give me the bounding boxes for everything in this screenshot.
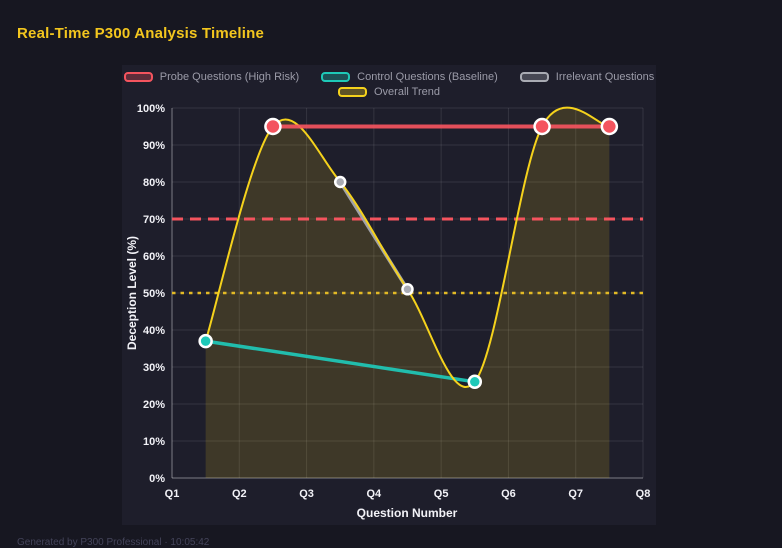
data-point-control-questions-baseline[interactable] bbox=[198, 333, 213, 349]
y-tick-label: 100% bbox=[137, 103, 165, 115]
legend-item-irrelevant-questions[interactable]: Irrelevant Questions bbox=[519, 71, 655, 83]
legend-label: Control Questions (Baseline) bbox=[357, 71, 498, 83]
x-tick-label: Q7 bbox=[568, 488, 583, 500]
x-tick-label: Q5 bbox=[434, 488, 449, 500]
y-tick-label: 10% bbox=[143, 436, 165, 448]
footer-note: Generated by P300 Professional · 10:05:4… bbox=[17, 537, 210, 548]
data-point-probe-questions-high-risk[interactable] bbox=[600, 117, 619, 136]
legend-swatch-icon bbox=[519, 72, 549, 82]
y-tick-label: 60% bbox=[143, 251, 165, 263]
chart-panel: Probe Questions (High Risk) Control Quest… bbox=[122, 65, 656, 525]
legend-swatch-icon bbox=[321, 72, 351, 82]
legend-item-probe-questions-high-risk[interactable]: Probe Questions (High Risk) bbox=[123, 71, 300, 83]
legend-label: Irrelevant Questions bbox=[555, 71, 655, 83]
data-point-irrelevant-questions[interactable] bbox=[333, 175, 347, 189]
x-tick-label: Q3 bbox=[299, 488, 314, 500]
timeline-chart: 0% 10% 20% 30% 40% 50% 60% 70% 80% 90% 100% Q1 Q2 Q3 Q… bbox=[125, 103, 651, 520]
x-tick-label: Q2 bbox=[232, 488, 247, 500]
series-line-control-questions-baseline bbox=[203, 339, 477, 384]
legend-label: Overall Trend bbox=[373, 86, 441, 98]
x-tick-label: Q1 bbox=[165, 488, 180, 500]
y-tick-label: 90% bbox=[143, 140, 165, 152]
legend-row: Probe Questions (High Risk) Control Quest… bbox=[123, 71, 655, 83]
y-axis-title: Deception Level (%) bbox=[125, 236, 139, 350]
y-tick-label: 20% bbox=[143, 399, 165, 411]
legend-swatch-icon bbox=[337, 87, 367, 97]
data-point-control-questions-baseline[interactable] bbox=[467, 374, 483, 390]
legend-item-control-questions-baseline[interactable]: Control Questions (Baseline) bbox=[321, 71, 498, 83]
page-title: Real-Time P300 Analysis Timeline bbox=[17, 25, 265, 42]
x-axis-title: Question Number bbox=[357, 506, 458, 520]
y-tick-label: 70% bbox=[143, 214, 165, 226]
y-tick-label: 0% bbox=[149, 473, 165, 485]
y-tick-label: 80% bbox=[143, 177, 165, 189]
x-tick-label: Q6 bbox=[501, 488, 516, 500]
x-tick-label: Q4 bbox=[367, 488, 383, 500]
y-tick-label: 40% bbox=[143, 325, 165, 337]
data-point-probe-questions-high-risk[interactable] bbox=[533, 117, 551, 136]
x-tick-label: Q8 bbox=[636, 488, 651, 500]
chart-legend: Probe Questions (High Risk) Control Quest… bbox=[122, 71, 656, 98]
grid-lines bbox=[171, 107, 644, 479]
data-point-irrelevant-questions[interactable] bbox=[401, 283, 414, 296]
legend-swatch-icon bbox=[123, 72, 153, 82]
data-point-probe-questions-high-risk[interactable] bbox=[264, 117, 282, 136]
legend-label: Probe Questions (High Risk) bbox=[159, 71, 300, 83]
legend-item-overall-trend[interactable]: Overall Trend bbox=[337, 86, 441, 98]
legend-row: Overall Trend bbox=[337, 86, 441, 98]
y-tick-label: 50% bbox=[143, 288, 165, 300]
y-tick-label: 30% bbox=[143, 362, 165, 374]
